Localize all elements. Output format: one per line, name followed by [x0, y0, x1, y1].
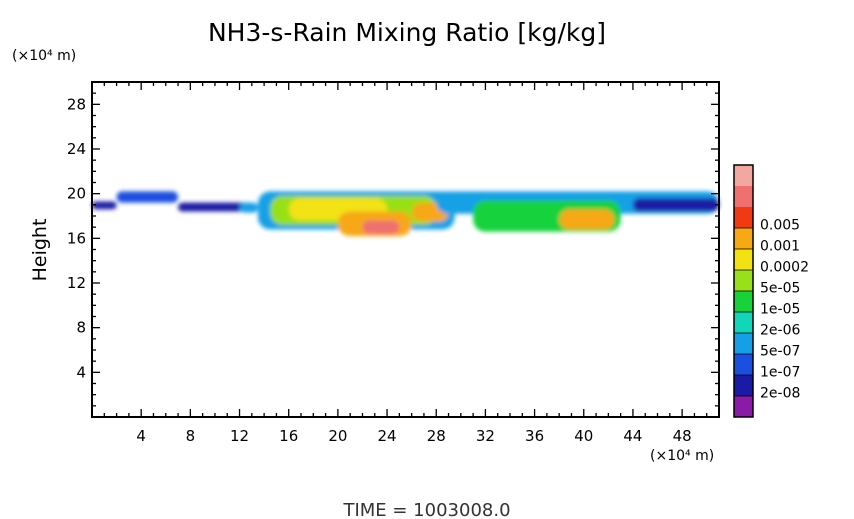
colorbar-swatch — [734, 228, 753, 249]
field-region-1 — [116, 191, 179, 203]
x-tick-label: 36 — [525, 427, 544, 445]
y-tick-label: 12 — [67, 274, 86, 292]
field-region-13 — [632, 198, 719, 212]
field-region-2 — [178, 202, 252, 212]
colorbar-swatch — [734, 207, 753, 228]
colorbar-swatch — [734, 165, 753, 186]
colorbar-label: 1e-07 — [760, 365, 800, 381]
mixing-ratio-field — [92, 191, 719, 237]
colorbar-swatch — [734, 333, 753, 354]
colorbar: 2e-08 1e-07 5e-07 2e-06 1e-05 5e-05 0.0002 0.00… — [733, 164, 809, 418]
colorbar-label: 2e-06 — [760, 323, 800, 339]
colorbar-label: 0.005 — [760, 218, 800, 234]
y-axis-unit: (×10⁴ m) — [12, 48, 76, 64]
field-region-3 — [239, 202, 258, 213]
colorbar-swatch — [734, 249, 753, 270]
x-tick-label: 32 — [476, 427, 495, 445]
colorbar-swatch — [734, 291, 753, 312]
field-region-8 — [362, 220, 400, 234]
x-tick-label: 48 — [673, 427, 692, 445]
x-tick-label: 44 — [623, 427, 642, 445]
x-tick-label: 16 — [279, 427, 298, 445]
plot-frame — [91, 81, 720, 418]
y-tick-label: 4 — [76, 363, 86, 381]
y-tick-label: 8 — [76, 319, 86, 337]
colorbar-swatch — [734, 396, 753, 417]
colorbar-label: 5e-05 — [760, 281, 800, 297]
y-axis-label: Height — [29, 219, 51, 282]
x-tick-label: 8 — [186, 427, 196, 445]
x-tick-label: 20 — [328, 427, 347, 445]
field-region-12 — [559, 209, 615, 230]
chart-title: NH3-s-Rain Mixing Ratio [kg/kg] — [208, 18, 606, 47]
colorbar-swatch — [734, 186, 753, 207]
field-region-0 — [92, 201, 117, 210]
colorbar-label: 1e-05 — [760, 302, 800, 318]
colorbar-label: 5e-07 — [760, 344, 800, 360]
x-axis-unit: (×10⁴ m) — [650, 448, 714, 464]
y-tick-label: 16 — [67, 229, 86, 247]
x-tick-label: 4 — [136, 427, 146, 445]
time-label: TIME = 1003008.0 — [342, 500, 510, 519]
y-tick-label: 24 — [67, 140, 86, 158]
colorbar-swatch — [734, 270, 753, 291]
x-axis: 4 8 12 16 20 24 28 32 36 40 44 48 — [103, 82, 708, 445]
y-axis: 4 8 12 16 20 24 28 — [67, 92, 719, 407]
colorbar-label: 2e-08 — [760, 386, 800, 402]
x-tick-label: 24 — [378, 427, 397, 445]
colorbar-label: 0.0002 — [760, 260, 809, 276]
y-tick-label: 20 — [67, 185, 86, 203]
colorbar-label: 0.001 — [760, 239, 800, 255]
colorbar-swatch — [734, 375, 753, 396]
y-tick-label: 28 — [67, 95, 86, 113]
colorbar-swatch — [734, 354, 753, 375]
x-tick-label: 28 — [427, 427, 446, 445]
x-tick-label: 12 — [230, 427, 249, 445]
x-tick-label: 40 — [574, 427, 593, 445]
colorbar-swatch — [734, 312, 753, 333]
